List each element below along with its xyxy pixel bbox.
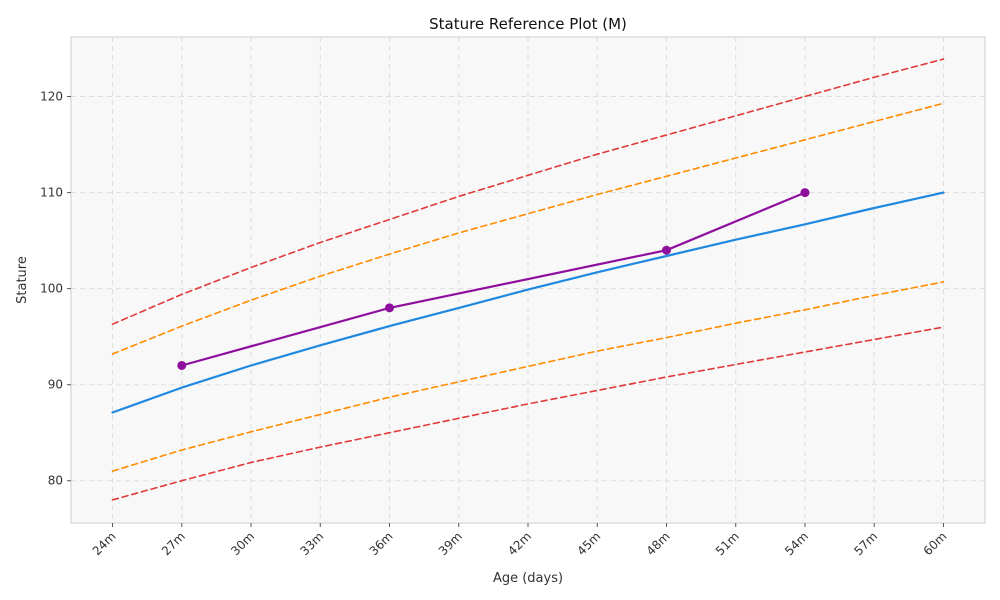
median-line <box>111 191 945 414</box>
y-axis: 80 90 100 110 120 <box>40 90 71 488</box>
measurement-point <box>177 360 187 370</box>
y-tick-label: 110 <box>40 186 63 200</box>
x-tick-label: 39m <box>436 529 465 558</box>
chart-title: Stature Reference Plot (M) <box>429 15 627 33</box>
series-layer <box>111 58 945 501</box>
x-tick-label: 45m <box>574 529 603 558</box>
x-tick-label: 36m <box>367 529 396 558</box>
x-tick-label: 33m <box>297 529 326 558</box>
x-tick-label: 60m <box>921 529 950 558</box>
reference-lower-inner-line <box>111 281 945 472</box>
x-tick-label: 24m <box>90 529 119 558</box>
x-axis-title: Age (days) <box>493 571 563 586</box>
x-tick-label: 42m <box>505 529 534 558</box>
y-tick-label: 100 <box>40 282 63 296</box>
reference-upper-inner-line <box>111 102 945 355</box>
measurement-point <box>661 245 671 255</box>
reference-upper-outer-line <box>111 58 945 326</box>
x-tick-label: 51m <box>713 529 742 558</box>
y-axis-title: Stature <box>15 256 30 304</box>
x-tick-label: 48m <box>644 529 673 558</box>
x-tick-label: 30m <box>228 529 257 558</box>
y-tick-label: 80 <box>48 474 63 488</box>
x-tick-label: 54m <box>782 529 811 558</box>
x-tick-label: 57m <box>851 529 880 558</box>
x-tick-label: 27m <box>159 529 188 558</box>
measurements-line <box>180 191 807 367</box>
x-axis: 24m 27m 30m 33m 36m 39m 42m 45m 48m 51m 54m 57m 60m <box>90 523 950 558</box>
measurement-point <box>800 188 810 198</box>
grid <box>71 37 985 523</box>
y-tick-label: 90 <box>48 378 63 392</box>
measurement-point <box>385 303 395 313</box>
reference-lower-outer-line <box>111 326 945 501</box>
y-tick-label: 120 <box>40 90 63 104</box>
